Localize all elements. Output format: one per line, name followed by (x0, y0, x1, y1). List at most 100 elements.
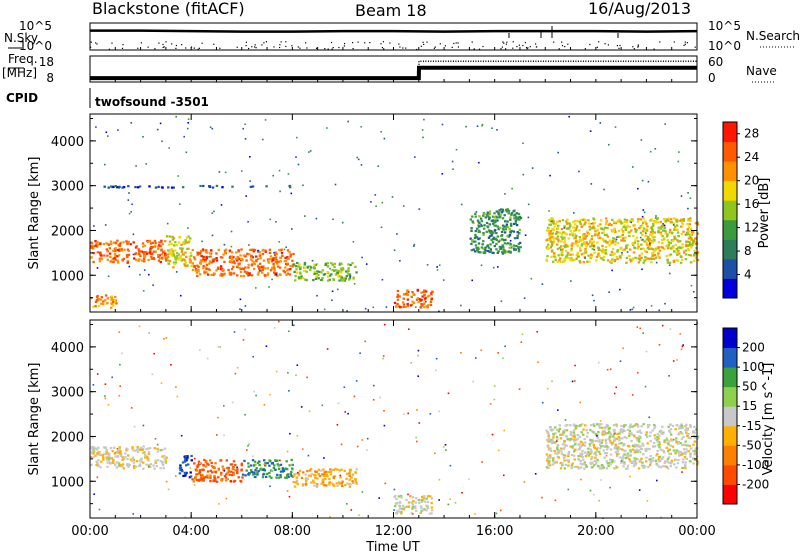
power-cell (193, 265, 196, 268)
vel-cell (203, 477, 206, 480)
vel-cell (573, 465, 576, 468)
power-cell (610, 223, 613, 227)
vel-cell (142, 461, 145, 464)
vel-cell (631, 433, 634, 436)
power-cell (281, 254, 284, 257)
vel-cell (683, 443, 686, 446)
power-cell (582, 252, 586, 255)
power-noise-cell (455, 148, 458, 151)
vel-cell (559, 433, 562, 436)
vel-cell (676, 440, 679, 444)
power-cell (485, 221, 489, 225)
power-cell (552, 260, 555, 263)
vel-cell (105, 452, 108, 455)
vel-cell (653, 425, 657, 428)
vel-cell (582, 458, 585, 461)
vel-cell (563, 446, 566, 449)
power-cell (328, 274, 332, 277)
power-cell (558, 231, 561, 234)
vel-noise-cell (263, 404, 266, 406)
power-cell (250, 264, 253, 267)
power-cell (396, 295, 399, 298)
vel-cell (149, 463, 153, 466)
power-cell (550, 217, 554, 220)
power-cell (279, 256, 282, 259)
vel-noise-cell (644, 385, 647, 388)
power-cell (324, 263, 327, 266)
vel-cell (634, 457, 637, 460)
vel-cell (102, 457, 105, 460)
power-cell (333, 269, 336, 272)
vel-cell (193, 462, 196, 465)
vel-cell (609, 432, 612, 435)
power-cell (406, 293, 409, 297)
power-noise-cell (180, 294, 182, 297)
power-noise-cell (377, 165, 379, 167)
vel-cell (145, 463, 148, 466)
power-cell (625, 244, 628, 247)
power-cell (423, 297, 427, 300)
vel-cell (338, 481, 341, 484)
power-noise-cell (480, 264, 483, 267)
vel-cell (574, 442, 577, 445)
noise-search-point (330, 41, 333, 44)
vel-noise-cell (435, 369, 437, 372)
power-cell (557, 254, 560, 257)
power-noise-cell (291, 228, 293, 230)
power-cell (666, 261, 670, 264)
vel-cell (636, 450, 639, 454)
power-cell (590, 253, 593, 256)
vel-cell (659, 466, 663, 469)
noise-search-point (589, 43, 591, 46)
power-cell (134, 246, 138, 249)
power-cell (177, 253, 181, 256)
power-cell (615, 256, 619, 259)
power-cell (184, 261, 187, 264)
vel-cell (656, 463, 659, 467)
vel-noise-cell (668, 375, 670, 377)
vel-cell (581, 455, 584, 459)
vel-noise-cell (244, 413, 246, 416)
power-cell (585, 250, 588, 253)
vel-cell (622, 455, 625, 458)
power-cell (299, 272, 302, 275)
vel-cell (559, 437, 563, 440)
vel-cell (159, 467, 162, 470)
power-cell (579, 222, 582, 225)
vel-cell (669, 444, 672, 447)
vel-cell (684, 466, 687, 469)
vel-cell (649, 462, 652, 465)
power-cell (564, 243, 568, 246)
vel-cell (663, 451, 666, 454)
vel-cell (250, 469, 253, 472)
power-noise-cell (414, 156, 416, 158)
power-noise-cell (619, 288, 621, 291)
power-cell (549, 230, 553, 233)
vel-cell (343, 469, 346, 472)
power-noise-cell (500, 300, 503, 302)
power-cell (127, 249, 130, 252)
power-cell (94, 244, 98, 247)
power-noise-cell (353, 283, 356, 285)
power-cell (675, 224, 679, 227)
vel-noise-cell (91, 437, 94, 439)
vel-noise-cell (403, 413, 405, 415)
vel-cell (209, 476, 212, 479)
power-cell (264, 274, 267, 277)
vel-cell (622, 465, 625, 468)
vel-cell (119, 454, 123, 457)
vel-cell (348, 468, 352, 471)
power-noise-cell (614, 126, 617, 128)
power-cell (205, 249, 208, 252)
vel-noise-cell (646, 500, 649, 502)
power-cell (250, 248, 254, 251)
power-cell (149, 247, 152, 250)
power-noise-cell (135, 165, 137, 167)
power-cell (230, 268, 234, 271)
vel-cell (582, 428, 585, 431)
vel-noise-cell (622, 347, 624, 350)
power-cell (552, 229, 556, 232)
power-cell (118, 185, 121, 188)
vel-noise-cell (520, 341, 523, 343)
vel-noise-cell (359, 352, 361, 354)
